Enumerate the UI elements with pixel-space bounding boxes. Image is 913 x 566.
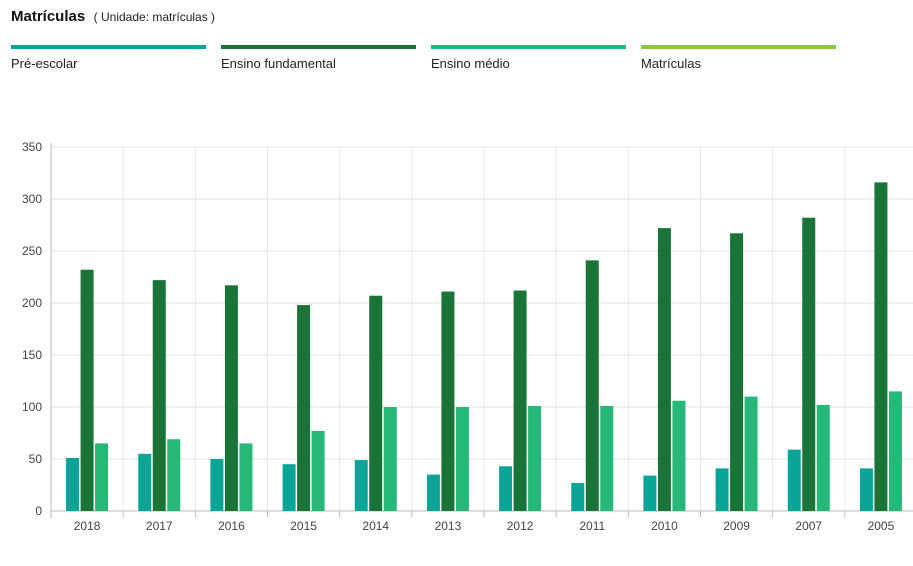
bar-pr-escolar-2013[interactable] bbox=[426, 474, 440, 511]
bar-ensino-m-dio-2016[interactable] bbox=[239, 443, 253, 511]
y-tick-label: 50 bbox=[29, 452, 43, 466]
bar-ensino-fundamental-2010[interactable] bbox=[657, 228, 671, 511]
legend-swatch bbox=[11, 45, 206, 49]
bar-ensino-m-dio-2015[interactable] bbox=[311, 430, 325, 511]
legend-label: Matrículas bbox=[641, 56, 701, 71]
bar-ensino-fundamental-2016[interactable] bbox=[224, 285, 238, 511]
y-tick-label: 350 bbox=[22, 140, 42, 154]
legend: Pré-escolar Ensino fundamental Ensino mé… bbox=[11, 45, 911, 75]
bar-pr-escolar-2015[interactable] bbox=[282, 464, 296, 511]
bar-pr-escolar-2007[interactable] bbox=[787, 449, 801, 511]
x-tick-label: 2017 bbox=[146, 519, 173, 533]
legend-item-ensino-fundamental[interactable]: Ensino fundamental bbox=[221, 45, 416, 71]
bar-ensino-m-dio-2005[interactable] bbox=[888, 391, 902, 511]
bar-ensino-fundamental-2017[interactable] bbox=[152, 280, 166, 511]
bar-ensino-fundamental-2009[interactable] bbox=[730, 233, 744, 511]
bar-pr-escolar-2005[interactable] bbox=[859, 468, 873, 511]
bar-ensino-fundamental-2018[interactable] bbox=[80, 269, 94, 511]
x-tick-label: 2011 bbox=[579, 519, 605, 533]
legend-swatch bbox=[431, 45, 626, 49]
bar-ensino-m-dio-2017[interactable] bbox=[167, 439, 181, 511]
chart-title: Matrículas bbox=[11, 8, 86, 25]
x-tick-label: 2009 bbox=[723, 519, 750, 533]
bar-ensino-fundamental-2012[interactable] bbox=[513, 290, 527, 511]
bar-ensino-fundamental-2005[interactable] bbox=[874, 182, 888, 512]
legend-label: Ensino médio bbox=[431, 56, 510, 71]
legend-swatch bbox=[221, 45, 416, 49]
bar-pr-escolar-2010[interactable] bbox=[643, 475, 657, 511]
bar-ensino-fundamental-2014[interactable] bbox=[369, 295, 383, 511]
bar-chart: 0 50 100 150 200 250 300 350 2018 2017 2016 2015 201… bbox=[22, 140, 913, 533]
legend-item-pre-escolar[interactable]: Pré-escolar bbox=[11, 45, 206, 71]
bar-pr-escolar-2018[interactable] bbox=[66, 457, 80, 511]
legend-swatch bbox=[641, 45, 836, 49]
x-tick-label: 2007 bbox=[795, 519, 822, 533]
bar-ensino-m-dio-2009[interactable] bbox=[744, 396, 758, 511]
bar-ensino-m-dio-2012[interactable] bbox=[528, 405, 542, 511]
x-tick-label: 2005 bbox=[868, 519, 895, 533]
bar-pr-escolar-2009[interactable] bbox=[715, 468, 729, 511]
x-tick-label: 2018 bbox=[74, 519, 101, 533]
x-tick-label: 2014 bbox=[362, 519, 389, 533]
y-tick-label: 0 bbox=[35, 504, 42, 518]
bar-ensino-m-dio-2010[interactable] bbox=[672, 400, 686, 511]
bar-ensino-fundamental-2013[interactable] bbox=[441, 291, 455, 511]
y-tick-label: 150 bbox=[22, 348, 42, 362]
y-tick-label: 300 bbox=[22, 192, 42, 206]
bar-pr-escolar-2014[interactable] bbox=[354, 460, 368, 511]
bar-ensino-m-dio-2011[interactable] bbox=[600, 405, 614, 511]
bar-ensino-m-dio-2014[interactable] bbox=[383, 407, 397, 511]
x-tick-label: 2015 bbox=[290, 519, 317, 533]
bar-pr-escolar-2016[interactable] bbox=[210, 459, 224, 511]
x-tick-label: 2016 bbox=[218, 519, 245, 533]
bar-ensino-m-dio-2013[interactable] bbox=[455, 407, 469, 511]
y-tick-label: 200 bbox=[22, 296, 42, 310]
legend-label: Pré-escolar bbox=[11, 56, 78, 71]
y-tick-label: 250 bbox=[22, 244, 42, 258]
legend-item-ensino-medio[interactable]: Ensino médio bbox=[431, 45, 626, 71]
chart-header: Matrículas ( Unidade: matrículas ) bbox=[11, 8, 215, 26]
legend-item-matriculas[interactable]: Matrículas bbox=[641, 45, 836, 71]
bar-pr-escolar-2011[interactable] bbox=[571, 482, 585, 511]
y-tick-label: 100 bbox=[22, 400, 42, 414]
bar-ensino-m-dio-2018[interactable] bbox=[95, 443, 109, 511]
bar-ensino-m-dio-2007[interactable] bbox=[816, 404, 830, 511]
bar-ensino-fundamental-2015[interactable] bbox=[297, 305, 311, 511]
chart-subtitle: ( Unidade: matrículas ) bbox=[93, 10, 216, 24]
legend-label: Ensino fundamental bbox=[221, 56, 336, 71]
bar-pr-escolar-2012[interactable] bbox=[499, 466, 513, 511]
bar-ensino-fundamental-2007[interactable] bbox=[802, 217, 816, 511]
x-tick-label: 2013 bbox=[435, 519, 462, 533]
bar-pr-escolar-2017[interactable] bbox=[138, 453, 152, 511]
bar-ensino-fundamental-2011[interactable] bbox=[585, 260, 599, 511]
x-tick-label: 2012 bbox=[507, 519, 534, 533]
x-tick-label: 2010 bbox=[651, 519, 678, 533]
